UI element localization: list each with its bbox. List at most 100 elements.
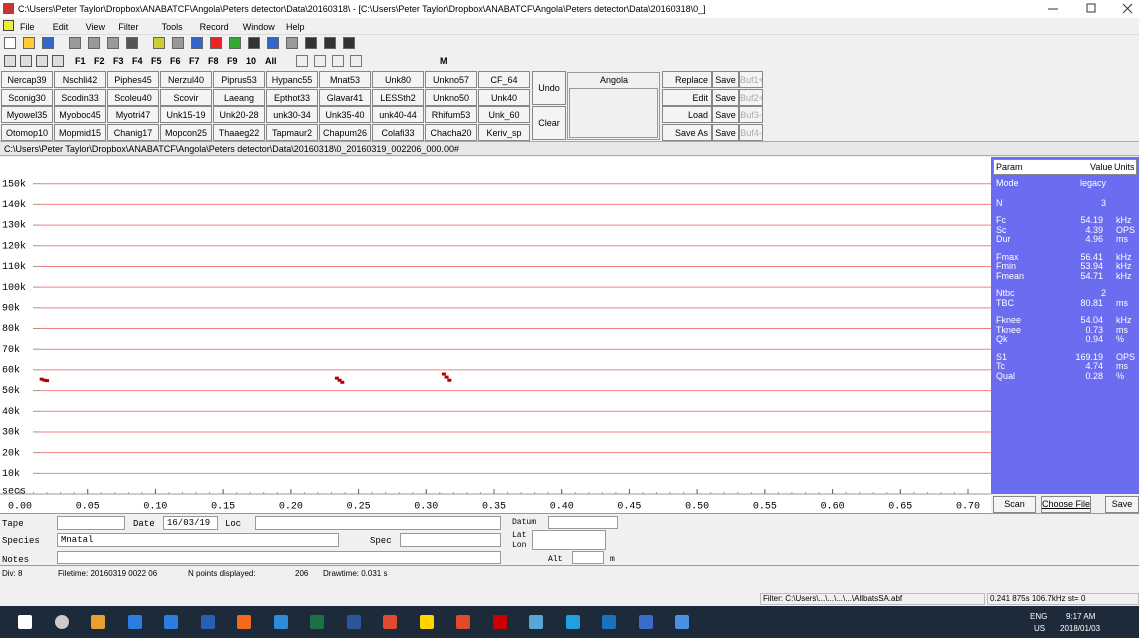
species-button[interactable]: Myowel35 bbox=[1, 106, 53, 123]
species-button[interactable]: Chanig17 bbox=[107, 123, 159, 141]
taskbar-app[interactable] bbox=[18, 615, 32, 629]
save-button[interactable]: Save bbox=[712, 123, 739, 141]
species-button[interactable]: Nerzul40 bbox=[160, 71, 212, 88]
menu-item[interactable]: Filter bbox=[118, 22, 139, 32]
tool-icon[interactable] bbox=[332, 55, 344, 67]
taskbar-app[interactable] bbox=[310, 615, 324, 629]
taskbar-app[interactable] bbox=[127, 615, 142, 629]
species-button[interactable]: Keriv_sp bbox=[478, 123, 530, 141]
tool-icon[interactable] bbox=[52, 55, 64, 67]
species-button[interactable]: Scoleu40 bbox=[107, 88, 159, 106]
date-field[interactable]: 16/03/19 bbox=[163, 516, 218, 530]
taskbar-app[interactable] bbox=[675, 615, 689, 629]
arrows[interactable] bbox=[462, 53, 482, 67]
input-field[interactable] bbox=[572, 551, 604, 564]
tool-icon[interactable] bbox=[23, 37, 35, 49]
input-field[interactable] bbox=[57, 551, 501, 564]
tool-icon[interactable] bbox=[69, 37, 81, 49]
tool-icon[interactable] bbox=[305, 37, 317, 49]
species-button[interactable]: Unk80 bbox=[372, 71, 424, 88]
species-button[interactable]: unk40-44 bbox=[372, 106, 424, 123]
tool-icon[interactable] bbox=[107, 37, 119, 49]
tool-icon[interactable] bbox=[191, 37, 203, 49]
input-field[interactable] bbox=[255, 516, 501, 530]
tool-icon[interactable] bbox=[126, 37, 138, 49]
species-button[interactable]: Rhifum53 bbox=[425, 106, 477, 123]
panel-button[interactable]: Save bbox=[1105, 496, 1139, 513]
species-button[interactable]: Hypanc55 bbox=[266, 71, 318, 88]
tool-icon[interactable] bbox=[4, 37, 16, 49]
taskbar-app[interactable] bbox=[565, 615, 580, 629]
menu-item[interactable]: View bbox=[85, 22, 105, 32]
species-button[interactable]: CF_64 bbox=[478, 71, 530, 88]
edit-button[interactable]: Undo bbox=[532, 71, 566, 105]
taskbar-app[interactable] bbox=[346, 615, 361, 629]
species-button[interactable]: Mopcon25 bbox=[160, 123, 212, 141]
species-button[interactable]: unk30-34 bbox=[266, 106, 318, 123]
species-button[interactable]: Unk40 bbox=[478, 88, 530, 106]
tray-lang[interactable]: ENG bbox=[1030, 612, 1048, 621]
panel-button[interactable]: Choose File bbox=[1041, 496, 1091, 513]
arrows[interactable] bbox=[408, 53, 438, 67]
species-button[interactable]: Colafi33 bbox=[372, 123, 424, 141]
list-button[interactable]: Load bbox=[662, 106, 712, 123]
tool-key[interactable]: M bbox=[440, 56, 448, 66]
tool-icon[interactable] bbox=[36, 55, 48, 67]
clock-time[interactable]: 9:17 AM bbox=[1066, 612, 1096, 621]
taskbar-app[interactable] bbox=[529, 615, 543, 629]
species-button[interactable]: Scodin33 bbox=[54, 88, 106, 106]
tool-icon[interactable] bbox=[248, 37, 260, 49]
panel-button[interactable]: Scan bbox=[993, 496, 1036, 513]
tool-icon[interactable] bbox=[88, 37, 100, 49]
tool-icon[interactable] bbox=[286, 37, 298, 49]
species-button[interactable]: Myoboc45 bbox=[54, 106, 106, 123]
species-button[interactable]: Piphes45 bbox=[107, 71, 159, 88]
tray-region[interactable]: US bbox=[1034, 624, 1046, 633]
species-button[interactable]: Chacha20 bbox=[425, 123, 477, 141]
species-button[interactable]: Otomop10 bbox=[1, 123, 53, 141]
tool-icon[interactable] bbox=[324, 37, 336, 49]
species-button[interactable]: Thaaeg22 bbox=[213, 123, 265, 141]
tool-icon[interactable] bbox=[42, 37, 54, 49]
taskbar-app[interactable] bbox=[419, 615, 434, 629]
tool-key[interactable]: 10 bbox=[246, 56, 257, 66]
species-button[interactable]: Glavar41 bbox=[319, 88, 371, 106]
taskbar-app[interactable] bbox=[200, 615, 215, 629]
tool-key[interactable]: F2 bbox=[94, 56, 105, 66]
species-button[interactable]: Mnat53 bbox=[319, 71, 371, 88]
species-button[interactable]: Nschli42 bbox=[54, 71, 106, 88]
buffer[interactable]: Buf2+ bbox=[739, 88, 763, 106]
tool-key[interactable]: F6 bbox=[170, 56, 181, 66]
tool-key[interactable]: F9 bbox=[227, 56, 238, 66]
taskbar-app[interactable] bbox=[456, 615, 470, 629]
species-button[interactable]: Sconig30 bbox=[1, 88, 53, 106]
taskbar-app[interactable] bbox=[237, 615, 251, 629]
clock-date[interactable]: 2018/01/03 bbox=[1060, 624, 1101, 633]
species-button[interactable]: Unkno50 bbox=[425, 88, 477, 106]
tool-key[interactable]: F1 bbox=[75, 56, 86, 66]
tool-icon[interactable] bbox=[296, 55, 308, 67]
buffer[interactable]: Buf1+ bbox=[739, 71, 763, 88]
tool-key[interactable]: F5 bbox=[151, 56, 162, 66]
tool-icon[interactable] bbox=[172, 37, 184, 49]
tool-icon[interactable] bbox=[343, 37, 355, 49]
input-field[interactable] bbox=[57, 516, 125, 530]
species-button[interactable]: Nercap39 bbox=[1, 71, 53, 88]
tool-icon[interactable] bbox=[4, 55, 16, 67]
menu-item[interactable]: Window bbox=[242, 22, 275, 32]
species-button[interactable]: Laeang bbox=[213, 88, 265, 106]
species-button[interactable]: Unkno57 bbox=[425, 71, 477, 88]
taskbar-app[interactable] bbox=[273, 615, 288, 629]
buffer[interactable]: Buf3- bbox=[739, 106, 763, 123]
taskbar-app[interactable] bbox=[602, 615, 616, 629]
input-field[interactable] bbox=[548, 516, 618, 529]
save-button[interactable]: Save bbox=[712, 106, 739, 123]
tool-key[interactable]: F3 bbox=[113, 56, 124, 66]
input-field[interactable] bbox=[532, 530, 606, 550]
taskbar-app[interactable] bbox=[492, 615, 507, 629]
list-button[interactable]: Save As bbox=[662, 123, 712, 141]
tool-icon[interactable] bbox=[267, 37, 279, 49]
list-button[interactable]: Edit bbox=[662, 88, 712, 106]
tool-icon[interactable] bbox=[229, 37, 241, 49]
species-button[interactable]: Unk_60 bbox=[478, 106, 530, 123]
